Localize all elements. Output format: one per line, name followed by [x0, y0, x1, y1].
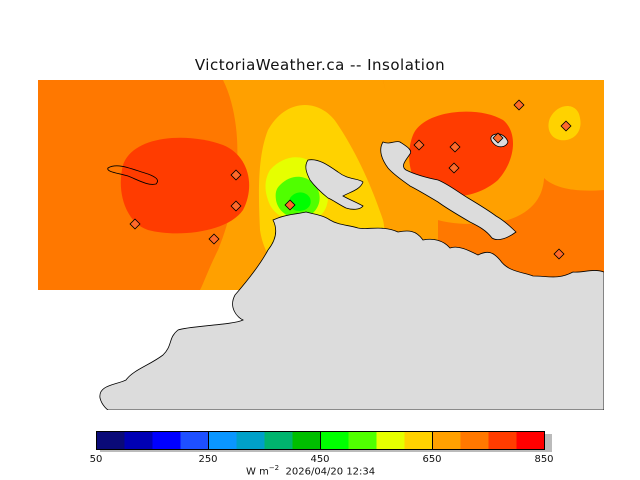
- colorbar-swatch: [264, 431, 293, 450]
- colorbar-tick: 450: [310, 454, 330, 465]
- station-marker: [413, 139, 425, 151]
- colorbar-swatches: [96, 431, 545, 450]
- station-marker: [553, 248, 565, 260]
- land-south: [99, 211, 604, 410]
- station-marker: [230, 169, 242, 181]
- colorbar-swatch: [348, 431, 377, 450]
- station-marker: [208, 233, 220, 245]
- field-band-450: [289, 192, 311, 211]
- station-marker: [230, 200, 242, 212]
- colorbar-swatch: [180, 431, 209, 450]
- station-marker: [513, 99, 525, 111]
- island-west: [107, 165, 159, 185]
- units-and-timestamp: W m−2 2026/04/20 12:34: [246, 464, 375, 477]
- station-marker: [449, 141, 461, 153]
- units-exponent: −2: [268, 464, 280, 472]
- colorbar-swatch: [124, 431, 153, 450]
- station-marker: [284, 199, 296, 211]
- timestamp: 2026/04/20 12:34: [285, 466, 376, 478]
- colorbar-tick: 250: [198, 454, 218, 465]
- station-marker: [129, 218, 141, 230]
- colorbar-swatch: [516, 431, 545, 450]
- colorbar-tick: 50: [89, 454, 103, 465]
- colorbar-tick: 650: [422, 454, 442, 465]
- land-vancouver-island: [305, 159, 364, 210]
- colorbar-tick: 850: [534, 454, 554, 465]
- colorbar-frame: [96, 431, 545, 450]
- colorbar-swatch: [460, 431, 489, 450]
- field-max-west: [120, 137, 250, 234]
- colorbar-swatch: [404, 431, 433, 450]
- colorbar-swatch: [292, 431, 321, 450]
- station-marker: [448, 162, 460, 174]
- colorbar-swatch: [208, 431, 237, 450]
- colorbar-swatch: [236, 431, 265, 450]
- station-marker: [492, 132, 504, 144]
- colorbar-swatch: [376, 431, 405, 450]
- insolation-map: [38, 80, 604, 410]
- colorbar-swatch: [320, 431, 349, 450]
- units-label: W m: [246, 466, 269, 478]
- colorbar-swatch: [488, 431, 517, 450]
- map-title: VictoriaWeather.ca -- Insolation: [194, 56, 446, 74]
- colorbar-swatch: [152, 431, 181, 450]
- station-marker: [560, 120, 572, 132]
- station-markers: [129, 99, 572, 260]
- land: [99, 133, 604, 410]
- colorbar-swatch: [96, 431, 125, 450]
- colorbar-swatch: [432, 431, 461, 450]
- colorbar: [96, 431, 552, 452]
- land-mainland: [380, 141, 517, 240]
- field-max-east: [409, 111, 514, 197]
